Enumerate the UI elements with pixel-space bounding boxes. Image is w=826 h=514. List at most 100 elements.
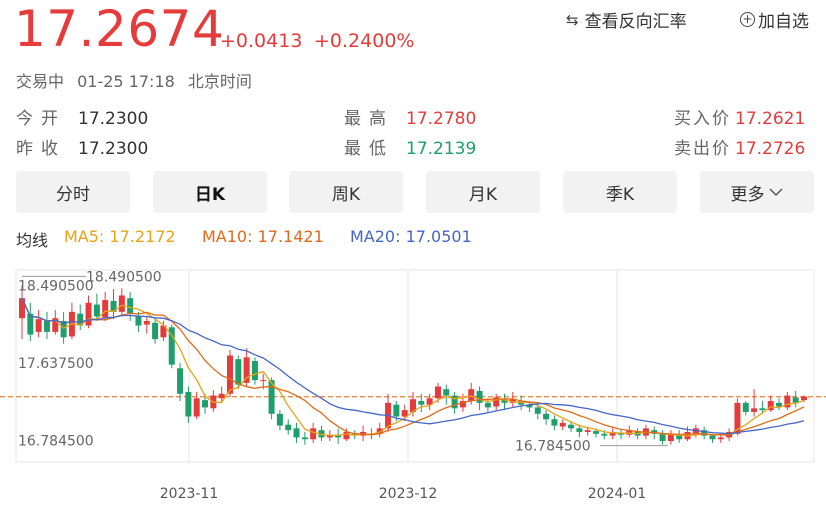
tab-monthly-k[interactable]: 月K	[426, 171, 540, 213]
candle-body	[609, 431, 616, 436]
reverse-rate-label: 查看反向汇率	[584, 12, 687, 32]
high-value: 17.2780	[406, 109, 477, 129]
candle-body	[759, 408, 766, 411]
candle-body	[792, 397, 799, 403]
trading-status: 交易中 01-25 17:18 北京时间	[16, 68, 260, 92]
candle-body	[776, 402, 783, 407]
candle-body	[501, 399, 508, 403]
candle-body	[310, 428, 317, 440]
open-label: 今开	[16, 109, 66, 129]
quote-open: 今开 17.2300	[16, 104, 148, 129]
bid-label: 买入价	[674, 109, 731, 129]
price-change-percent: +0.2400%	[314, 30, 415, 52]
current-price: 17.2674	[14, 0, 225, 58]
ma10-legend: MA10: 17.1421	[202, 227, 324, 246]
candle-body	[418, 401, 425, 405]
candle-body	[484, 402, 491, 408]
x-label-nov: 2023-11	[160, 486, 219, 502]
candle-body	[60, 320, 67, 338]
candle-body	[393, 404, 400, 417]
candle-body	[193, 398, 200, 417]
candle-body	[185, 391, 192, 417]
price-change: +0.0413	[220, 30, 303, 52]
candle-body	[268, 380, 275, 414]
period-tabs: 分时 日K 周K 月K 季K 更多	[16, 171, 814, 213]
reverse-rate-button[interactable]: ⇆ 查看反向汇率	[566, 7, 687, 33]
candle-body	[459, 401, 466, 408]
ma5-legend: MA5: 17.2172	[64, 227, 176, 246]
candle-body	[226, 355, 233, 394]
candle-body	[551, 419, 558, 426]
candle-body	[709, 435, 716, 440]
candle-body	[426, 398, 433, 405]
candle-body	[326, 434, 333, 438]
candle-body	[476, 391, 483, 403]
add-watchlist-button[interactable]: + 加自选	[740, 7, 809, 32]
candle-body	[35, 319, 42, 332]
quote-prev-close: 昨收 17.2300	[16, 134, 148, 159]
candle-body	[376, 428, 383, 434]
prev-close-label: 昨收	[16, 139, 66, 159]
candle-body	[451, 395, 458, 409]
y-tick-low: 16.784500	[18, 434, 94, 450]
candle-body	[160, 325, 167, 338]
candle-body	[443, 389, 450, 396]
candle-body	[659, 433, 666, 442]
candle-body	[43, 320, 50, 332]
candle-body	[135, 316, 142, 326]
tab-quarterly-k[interactable]: 季K	[563, 171, 677, 213]
candle-body	[576, 428, 583, 432]
plus-circle-icon: +	[740, 12, 755, 27]
more-label: 更多	[730, 184, 765, 205]
y-tick-high: 18.490500	[18, 278, 94, 294]
x-label-dec: 2023-12	[379, 486, 438, 502]
candle-body	[751, 408, 758, 412]
candle-body	[52, 318, 59, 332]
candle-body	[285, 424, 292, 431]
candle-body	[801, 396, 807, 401]
candle-body	[276, 413, 283, 426]
low-value: 17.2139	[406, 139, 477, 159]
quote-bid: 买入价 17.2621	[674, 104, 805, 129]
candle-body	[559, 422, 566, 427]
candle-body	[568, 424, 575, 429]
candle-body	[251, 360, 258, 381]
tab-intraday[interactable]: 分时	[16, 171, 130, 213]
candle-body	[509, 399, 516, 403]
candle-body	[110, 300, 117, 312]
candle-body	[410, 399, 416, 412]
candle-body	[742, 402, 749, 412]
candle-body	[143, 320, 150, 325]
candle-body	[717, 437, 724, 440]
ma-legend-title: 均线	[16, 231, 49, 250]
candle-body	[434, 386, 441, 399]
tab-daily-k[interactable]: 日K	[153, 171, 267, 213]
candle-body	[335, 434, 342, 438]
candle-body	[301, 437, 308, 440]
candle-body	[468, 389, 475, 402]
swap-arrows-icon: ⇆	[566, 10, 579, 29]
ma-lines	[21, 297, 805, 437]
tab-weekly-k[interactable]: 周K	[289, 171, 403, 213]
kline-chart[interactable]: 18.490500 17.637500 16.784500 18.490500 …	[0, 250, 826, 514]
high-label: 最高	[344, 109, 394, 129]
candle-body	[593, 431, 600, 434]
candle-body	[526, 404, 533, 408]
candle-body	[343, 431, 350, 440]
candle-body	[626, 430, 633, 435]
candle-body	[260, 380, 267, 382]
x-label-jan: 2024-01	[588, 486, 647, 502]
ma20-line	[21, 297, 805, 435]
ma20-legend: MA20: 17.0501	[350, 227, 472, 246]
quote-high: 最高 17.2780	[344, 104, 476, 129]
candle-body	[118, 295, 125, 312]
candle-body	[584, 430, 591, 432]
time-zone: 北京时间	[187, 72, 252, 91]
ask-label: 卖出价	[674, 139, 731, 159]
candle-body	[734, 402, 741, 434]
candle-body	[93, 304, 100, 317]
tab-more[interactable]: 更多	[700, 171, 814, 213]
candle-body	[85, 302, 92, 326]
candles	[19, 285, 807, 445]
low-label: 最低	[344, 139, 394, 159]
